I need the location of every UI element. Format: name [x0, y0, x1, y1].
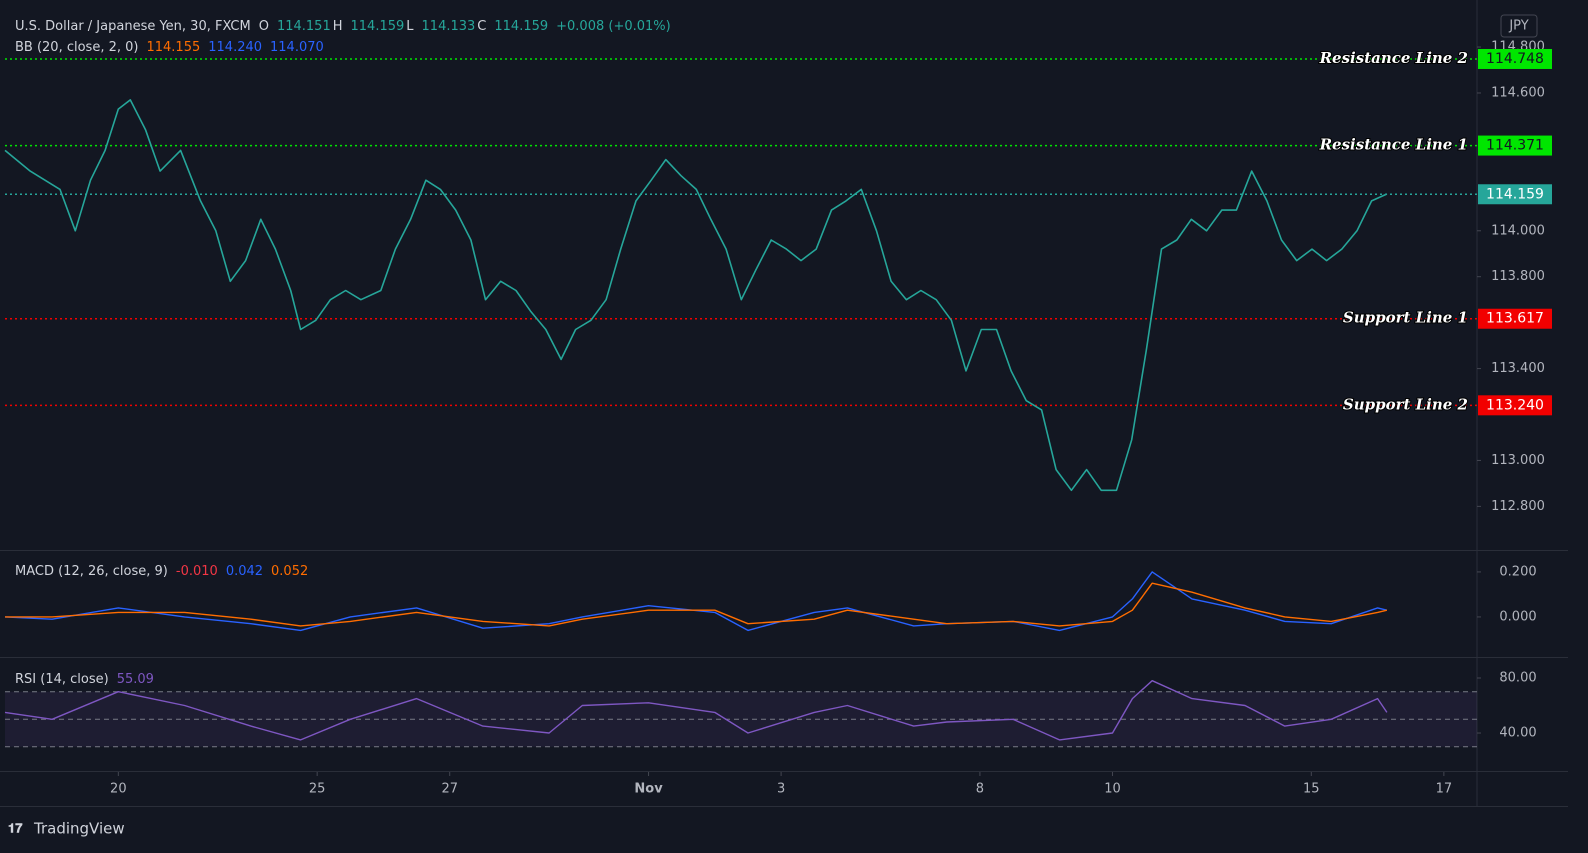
- legend-text: U.S. Dollar / Japanese Yen, 30, FXCM: [15, 19, 251, 34]
- legend-text: 114.133: [422, 19, 476, 34]
- legend-text: H: [333, 19, 343, 34]
- x-tick-label: 10: [1104, 782, 1121, 797]
- level-value: 113.240: [1486, 397, 1544, 413]
- y-tick-label: 40.00: [1499, 726, 1536, 741]
- y-tick-label: 114.600: [1491, 85, 1545, 100]
- level-value: 114.159: [1486, 186, 1544, 202]
- level-value: 113.617: [1486, 311, 1544, 327]
- x-tick-label: 15: [1303, 782, 1320, 797]
- legend-text: 114.240: [208, 40, 262, 55]
- level-value-box: [1478, 308, 1552, 329]
- symbol-legend: U.S. Dollar / Japanese Yen, 30, FXCM O 114…: [15, 19, 671, 34]
- brand-logo: 𝟏𝟕: [8, 822, 23, 837]
- x-tick-label: 17: [1436, 782, 1453, 797]
- legend-text: O: [259, 19, 269, 34]
- series-line: [4, 571, 1388, 632]
- bb-legend: BB (20, close, 2, 0) 114.155 114.240 114.07…: [15, 40, 324, 55]
- legend-text: 114.155: [146, 40, 200, 55]
- level-value: 114.748: [1486, 51, 1544, 67]
- level-value-box: [1478, 395, 1552, 416]
- x-tick-label: 20: [110, 782, 127, 797]
- legend-text: 114.151: [277, 19, 331, 34]
- legend-text: 114.070: [270, 40, 324, 55]
- x-tick-label: 25: [309, 782, 326, 797]
- currency[interactable]: JPY: [1508, 19, 1528, 34]
- y-tick-label: 80.00: [1499, 670, 1536, 685]
- x-tick-label: 27: [441, 782, 458, 797]
- legend-text: L: [406, 19, 414, 34]
- level-value: 114.371: [1486, 138, 1544, 154]
- y-tick-label: 113.000: [1491, 453, 1545, 468]
- y-tick-label: 113.400: [1491, 361, 1545, 376]
- x-tick-label: 8: [976, 782, 984, 797]
- indicator-value: 0.042: [226, 564, 263, 579]
- indicator-title: RSI (14, close): [15, 672, 109, 687]
- series-line: [5, 582, 1388, 627]
- level-name: Resistance Line 2: [1319, 49, 1468, 67]
- x-tick-label: Nov: [634, 782, 663, 797]
- series-line: [4, 99, 1388, 492]
- y-tick-label: 0.000: [1499, 609, 1536, 624]
- currency-box[interactable]: [1500, 14, 1538, 38]
- indicator-title: MACD (12, 26, close, 9): [15, 564, 168, 579]
- series-line: [4, 680, 1388, 741]
- y-tick-label: 112.800: [1491, 499, 1545, 514]
- legend-text: 114.159: [351, 19, 405, 34]
- level-name: Support Line 1: [1343, 309, 1468, 327]
- y-tick-label: 114.000: [1491, 223, 1545, 238]
- x-tick-label: 3: [777, 782, 785, 797]
- indicator-value: 55.09: [117, 672, 154, 687]
- level-value-box: [1478, 184, 1552, 205]
- level-value-box: [1478, 135, 1552, 156]
- indicator-legend: RSI (14, close) 55.09: [15, 672, 154, 687]
- legend-text: C: [477, 19, 486, 34]
- level-name: Support Line 2: [1343, 395, 1468, 413]
- indicator-legend: MACD (12, 26, close, 9) -0.010 0.042 0.052: [15, 564, 308, 579]
- legend-text: 114.159: [494, 19, 548, 34]
- indicator-value: 0.052: [271, 564, 308, 579]
- level-value-box: [1478, 48, 1552, 69]
- y-tick-label: 0.200: [1499, 564, 1536, 579]
- y-tick-label: 113.800: [1491, 269, 1545, 284]
- indicator-value: -0.010: [176, 564, 218, 579]
- brand[interactable]: TradingView: [33, 820, 125, 838]
- level-name: Resistance Line 1: [1319, 136, 1468, 154]
- legend-text: BB (20, close, 2, 0): [15, 40, 138, 55]
- legend-text: +0.008 (+0.01%): [556, 19, 671, 34]
